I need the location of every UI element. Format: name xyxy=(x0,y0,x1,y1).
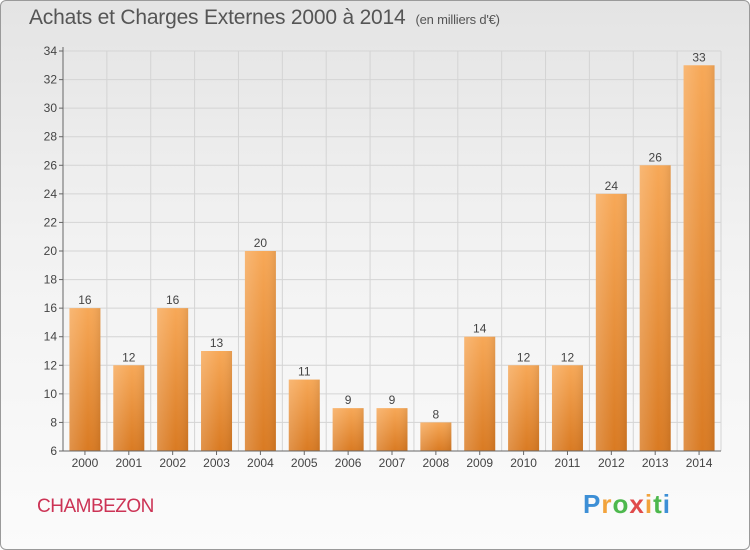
y-tick-label: 20 xyxy=(44,244,58,258)
x-tick-label: 2009 xyxy=(466,456,493,470)
y-tick-label: 18 xyxy=(44,273,58,287)
data-label: 12 xyxy=(517,350,531,364)
bar-highlight xyxy=(113,365,145,451)
x-tick-label: 2004 xyxy=(247,456,274,470)
data-label: 14 xyxy=(473,322,487,336)
data-label: 20 xyxy=(254,236,268,250)
axes: 6 8 10 12 14 16 18 20 22 24 26 28 30 32 34 2000 2001 2002… xyxy=(44,44,721,470)
bar-highlight xyxy=(639,165,671,452)
bar-highlight xyxy=(332,408,364,451)
x-tick-label: 2003 xyxy=(203,456,230,470)
x-tick-label: 2008 xyxy=(423,456,450,470)
chart-title: Achats et Charges Externes 2000 à 2014 (e… xyxy=(29,6,500,30)
y-tick-label: 34 xyxy=(44,44,58,58)
y-tick-label: 24 xyxy=(44,187,58,201)
data-label: 9 xyxy=(345,393,352,407)
x-tick-label: 2000 xyxy=(72,456,99,470)
chart-unit: (en milliers d'€) xyxy=(415,12,500,27)
data-label: 11 xyxy=(298,365,311,379)
bar-highlight xyxy=(683,65,715,452)
x-tick-label: 2002 xyxy=(159,456,186,470)
x-tick-label: 2001 xyxy=(115,456,142,470)
bar-highlight xyxy=(595,193,627,451)
commune-name: CHAMBEZON xyxy=(37,496,154,517)
bar-highlight xyxy=(420,422,452,451)
bar-highlight xyxy=(551,365,583,451)
bar-highlight xyxy=(508,365,540,451)
data-label: 9 xyxy=(389,393,396,407)
bar-highlight xyxy=(464,336,496,451)
x-tick-label: 2012 xyxy=(598,456,625,470)
x-tick-label: 2010 xyxy=(510,456,537,470)
bar-highlight xyxy=(376,408,408,451)
y-tick-label: 22 xyxy=(44,215,58,229)
y-tick-label: 6 xyxy=(50,444,57,458)
data-label: 12 xyxy=(122,350,136,364)
y-tick-label: 32 xyxy=(44,73,58,87)
proxiti-logo: Proxiti xyxy=(583,489,671,519)
bar-highlight xyxy=(157,308,189,451)
y-tick-label: 26 xyxy=(44,158,58,172)
bar-highlight xyxy=(244,251,276,451)
x-tick-label: 2006 xyxy=(335,456,362,470)
bars: 16 12 16 13 20 11 9 9 8 14 12 12 24 26 33 xyxy=(69,50,715,452)
y-tick-label: 12 xyxy=(44,358,58,372)
data-label: 33 xyxy=(692,50,706,64)
x-tick-label: 2007 xyxy=(379,456,406,470)
bar-highlight xyxy=(201,351,233,451)
data-label: 26 xyxy=(649,150,663,164)
x-tick-label: 2013 xyxy=(642,456,669,470)
bar-highlight xyxy=(288,379,320,451)
bar-highlight xyxy=(69,308,101,451)
y-tick-label: 30 xyxy=(44,101,58,115)
y-tick-label: 10 xyxy=(44,387,58,401)
data-label: 8 xyxy=(433,407,440,421)
data-label: 16 xyxy=(166,293,180,307)
y-tick-label: 14 xyxy=(44,330,58,344)
y-tick-label: 28 xyxy=(44,130,58,144)
y-tick-label: 8 xyxy=(50,415,57,429)
data-label: 12 xyxy=(561,350,575,364)
x-tick-label: 2011 xyxy=(555,456,581,470)
x-tick-label: 2005 xyxy=(291,456,318,470)
x-tick-label: 2014 xyxy=(686,456,713,470)
data-label: 24 xyxy=(605,179,619,193)
chart-title-text: Achats et Charges Externes 2000 à 2014 xyxy=(29,6,406,29)
data-label: 13 xyxy=(210,336,224,350)
data-label: 16 xyxy=(78,293,92,307)
y-tick-label: 16 xyxy=(44,301,58,315)
